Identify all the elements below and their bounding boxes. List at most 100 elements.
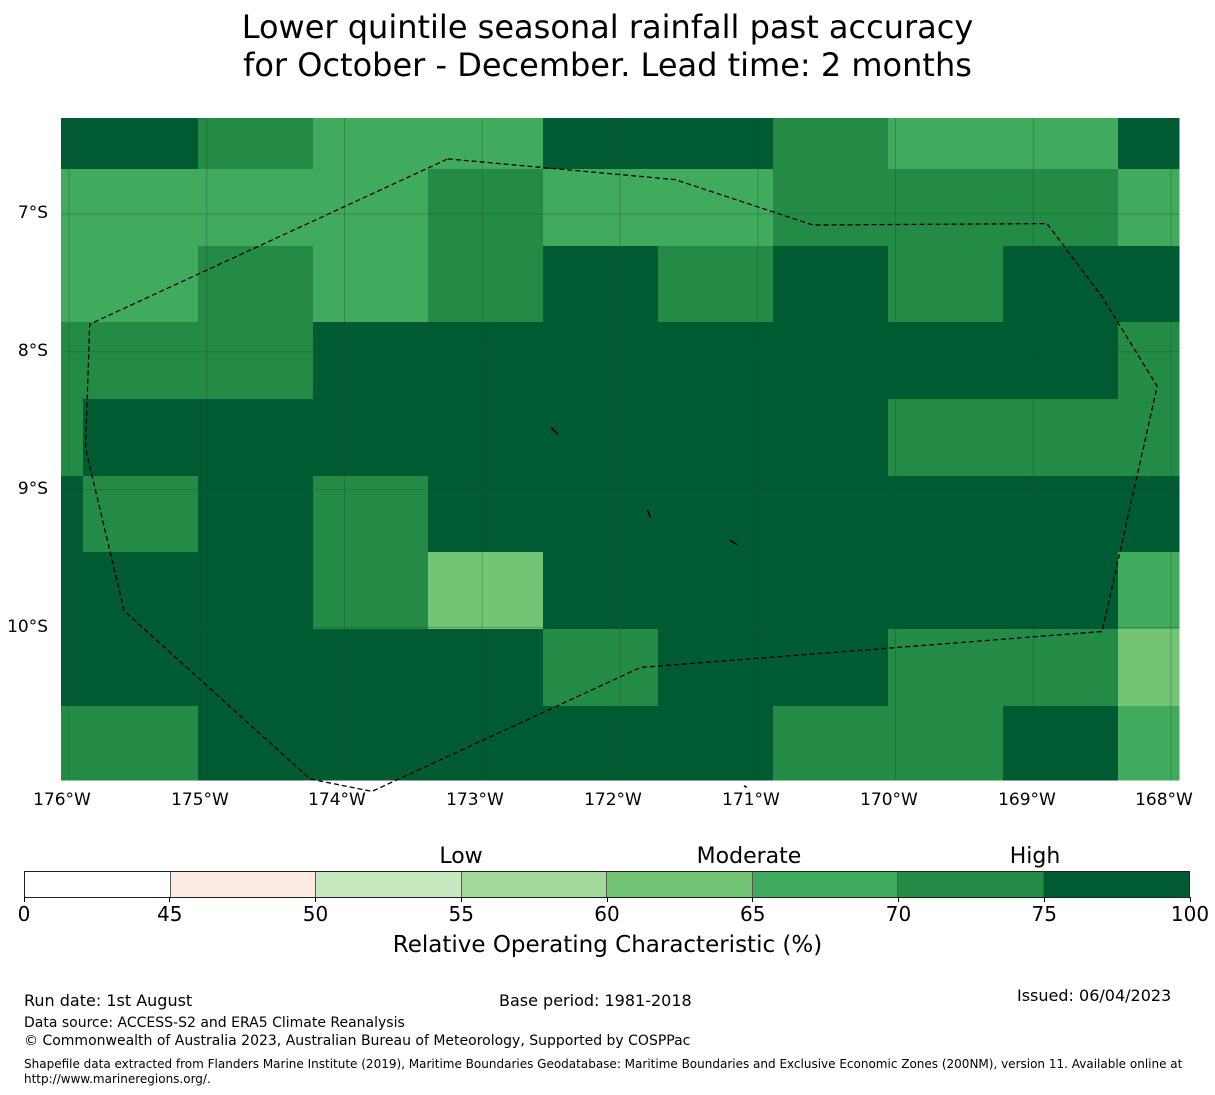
colorbar-tick-mark xyxy=(752,897,754,902)
grid-cell-r0-c4 xyxy=(543,118,659,170)
grid-cell-r0-c7 xyxy=(888,118,1004,170)
grid-cell-r4-c0 xyxy=(61,399,199,477)
colorbar-tick-label: 0 xyxy=(17,902,31,926)
lon-label-176w: 176°W xyxy=(33,790,91,810)
grid-cell-r7-c4 xyxy=(543,629,659,707)
grid-cell-r3-c9 xyxy=(1118,322,1180,400)
grid-cell-r6-c7 xyxy=(888,552,1004,630)
grid-cell-r7-c5 xyxy=(658,629,774,707)
grid-cell-r7-c6 xyxy=(773,629,889,707)
grid-cell-r5-c9 xyxy=(1118,476,1180,553)
lon-label-168w: 168°W xyxy=(1135,790,1193,810)
colorbar-tick-label: 75 xyxy=(1031,902,1057,926)
grid-cell-r3-c4 xyxy=(543,322,659,400)
grid-cell-r8-c8 xyxy=(1003,706,1119,781)
lat-label-9s: 9°S xyxy=(17,479,48,499)
grid-cell-r3-c3 xyxy=(428,322,544,400)
grid-cell-r8-c4 xyxy=(543,706,659,781)
issued-date: Issued: 06/04/2023 xyxy=(1017,986,1172,1005)
island-mark-1 xyxy=(646,509,652,518)
colorbar-tick-label: 55 xyxy=(448,902,474,926)
lat-label-7s: 7°S xyxy=(17,203,48,223)
grid-cell-r8-c6 xyxy=(773,706,889,781)
copyright-notice: © Commonwealth of Australia 2023, Austra… xyxy=(24,1033,691,1049)
grid-cell-r5-c3 xyxy=(428,476,544,553)
colorbar-tick-mark xyxy=(606,897,608,902)
colorbar-tick-mark xyxy=(898,897,899,902)
grid-cell-r4-c6 xyxy=(773,399,889,477)
island-mark-0 xyxy=(550,427,559,436)
grid-cell-r6-c6 xyxy=(773,552,889,630)
grid-cell-r4-c7 xyxy=(888,399,1004,477)
grid-cell-r5-c6 xyxy=(773,476,889,553)
grid-cell-r3-c6 xyxy=(773,322,889,400)
grid-cell-r2-c5 xyxy=(658,246,774,323)
grid-cell-r4-c9 xyxy=(1118,399,1180,477)
grid-cell-r0-c9 xyxy=(1118,118,1180,170)
grid-cell-r1-c6 xyxy=(773,169,889,247)
grid-cell-r6-c3 xyxy=(428,552,544,630)
grid-cell-r0-c2 xyxy=(313,118,429,170)
island-mark-3 xyxy=(743,785,748,788)
grid-cell-r4-c1 xyxy=(198,399,314,477)
grid-cell-r6-c1 xyxy=(198,552,314,630)
map-title-line-2: for October - December. Lead time: 2 mon… xyxy=(243,46,972,84)
grid-cell-r2-c8 xyxy=(1003,246,1119,323)
grid-cell-r6-c4 xyxy=(543,552,659,630)
grid-cell-edge-1 xyxy=(61,399,83,476)
grid-cell-r6-c8 xyxy=(1003,552,1119,630)
lon-label-169w: 169°W xyxy=(998,790,1056,810)
colorbar-category-low: Low xyxy=(439,844,483,869)
grid-cell-r3-c8 xyxy=(1003,322,1119,400)
grid-cell-r2-c7 xyxy=(888,246,1004,323)
grid-cell-r2-c9 xyxy=(1118,246,1180,323)
colorbar-tick-mark xyxy=(1189,897,1191,902)
colorbar-tick-label: 70 xyxy=(885,902,912,926)
colorbar-tick-label: 50 xyxy=(302,902,329,926)
grid-cell-r7-c1 xyxy=(198,629,314,707)
grid-cell-r1-c5 xyxy=(658,169,774,247)
grid-cell-r0-c1 xyxy=(198,118,314,170)
colorbar-tick-label: 100 xyxy=(1170,902,1210,926)
colorbar-tick-mark xyxy=(169,897,171,902)
grid-cell-r5-c2 xyxy=(313,476,429,553)
grid-cell-r5-c8 xyxy=(1003,476,1119,553)
colorbar-segment-55-60 xyxy=(461,872,607,897)
grid-cell-r4-c2 xyxy=(313,399,429,477)
grid-cell-r2-c4 xyxy=(543,246,659,323)
grid-cell-r8-c0 xyxy=(61,706,199,781)
grid-cell-r8-c3 xyxy=(428,706,544,781)
grid-cell-r2-c6 xyxy=(773,246,889,323)
grid-cell-r5-c0 xyxy=(61,476,199,553)
grid-cell-r1-c0 xyxy=(61,169,199,247)
colorbar-tick-label: 45 xyxy=(157,902,183,926)
lon-label-170w: 170°W xyxy=(860,790,918,810)
colorbar-category-high: High xyxy=(1009,844,1061,869)
grid-cell-r4-c4 xyxy=(543,399,659,477)
shapefile-credit: Shapefile data extracted from Flanders M… xyxy=(24,1057,1183,1086)
grid-cell-r8-c5 xyxy=(658,706,774,781)
colorbar-tick-label: 65 xyxy=(740,902,766,926)
grid-cell-r5-c4 xyxy=(543,476,659,553)
lon-label-171w: 171°W xyxy=(722,790,780,810)
grid-cell-r6-c5 xyxy=(658,552,774,630)
grid-cell-r7-c0 xyxy=(61,629,199,707)
grid-cell-r5-c1 xyxy=(198,476,314,553)
grid-cell-edge-2 xyxy=(61,476,83,552)
grid-cell-r7-c2 xyxy=(313,629,429,707)
grid-cell-r8-c1 xyxy=(198,706,314,781)
colorbar-label: Relative Operating Characteristic (%) xyxy=(392,932,823,958)
grid-cell-r3-c7 xyxy=(888,322,1004,400)
lon-label-174w: 174°W xyxy=(308,790,366,810)
grid-cell-r6-c2 xyxy=(313,552,429,630)
colorbar-tick-mark xyxy=(1043,897,1045,902)
grid-cell-r5-c7 xyxy=(888,476,1004,553)
eez-boundary xyxy=(84,158,1158,793)
grid-cell-r4-c8 xyxy=(1003,399,1119,477)
colorbar-tick-mark xyxy=(460,897,462,902)
lon-label-173w: 173°W xyxy=(446,790,504,810)
grid-cell-r8-c2 xyxy=(313,706,429,781)
grid-cell-r1-c9 xyxy=(1118,169,1180,247)
grid-cell-r0-c5 xyxy=(658,118,774,170)
lat-label-8s: 8°S xyxy=(17,341,48,361)
